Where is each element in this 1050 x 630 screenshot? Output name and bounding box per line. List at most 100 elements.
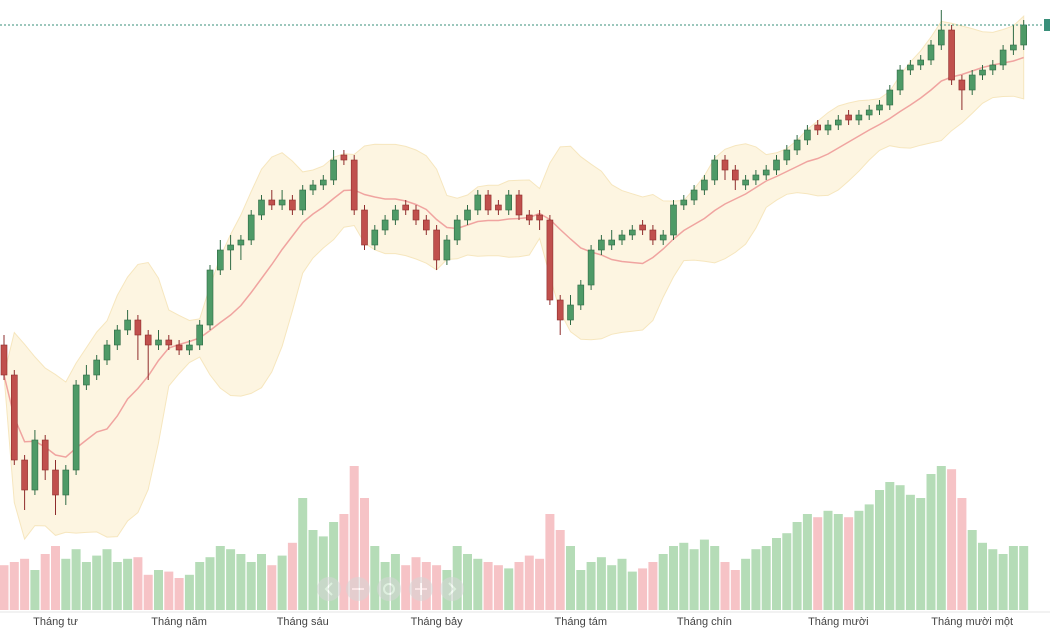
- candle-body: [103, 344, 111, 361]
- candle-body: [1010, 44, 1017, 51]
- candle-body: [536, 214, 543, 221]
- candle-body: [968, 74, 976, 91]
- volume-bar: [493, 565, 503, 610]
- volume-bar: [802, 514, 812, 610]
- x-tick-label: Tháng mười một: [931, 616, 1013, 628]
- candle-body: [83, 374, 90, 386]
- candle-body: [433, 229, 440, 261]
- volume-bar: [658, 554, 668, 610]
- volume-bar: [555, 530, 565, 610]
- candle-body: [361, 209, 368, 246]
- candle-body: [505, 194, 513, 211]
- candle-body: [948, 29, 955, 81]
- volume-bar: [370, 546, 380, 610]
- volume-bar: [257, 554, 266, 610]
- candle-body: [289, 199, 296, 211]
- volume-bar: [298, 498, 308, 610]
- x-tick-label: Tháng tư: [33, 616, 78, 628]
- candle-body: [330, 159, 337, 181]
- band-layer: [3, 15, 1025, 541]
- candle-body: [453, 219, 461, 241]
- volume-bar: [761, 546, 771, 610]
- volume-layer: [0, 466, 1029, 610]
- volume-bar: [710, 546, 720, 610]
- candle-body: [865, 109, 873, 116]
- candle-body: [711, 159, 719, 181]
- volume-bar: [20, 558, 30, 610]
- nav-right[interactable]: [440, 577, 464, 601]
- candle-body: [958, 79, 966, 91]
- volume-bar: [267, 565, 277, 610]
- volume-bar: [360, 498, 369, 610]
- candle-body: [649, 229, 657, 241]
- candle-body: [546, 219, 554, 301]
- candle-body: [979, 69, 986, 76]
- candle-body: [927, 44, 935, 61]
- volume-bar: [607, 565, 617, 610]
- candle-body: [525, 214, 533, 221]
- candle-body: [21, 459, 28, 491]
- candle-body: [124, 319, 131, 331]
- x-tick-label: Tháng sáu: [277, 616, 329, 628]
- volume-bar: [772, 538, 781, 610]
- candle-body: [680, 199, 688, 206]
- candle-body: [422, 219, 430, 231]
- volume-bar: [535, 558, 545, 610]
- candle-body: [917, 59, 925, 66]
- candle-body: [701, 179, 708, 191]
- nav-left[interactable]: [317, 577, 341, 601]
- x-tick-label: Tháng bảy: [411, 616, 463, 628]
- candle-body: [845, 114, 852, 121]
- candle-body: [659, 234, 667, 241]
- candle-body: [814, 124, 822, 131]
- candle-body: [175, 344, 183, 351]
- nav-zoom-in[interactable]: [409, 577, 433, 601]
- candle-body: [907, 64, 914, 71]
- volume-bar: [792, 522, 802, 610]
- candle-body: [237, 239, 245, 246]
- candle-body: [31, 439, 39, 491]
- volume-bar: [504, 568, 514, 610]
- volume-bar: [154, 570, 163, 610]
- volume-bar: [524, 555, 534, 610]
- volume-bar: [463, 554, 472, 610]
- candle-body: [340, 154, 348, 161]
- volume-bar: [905, 494, 915, 610]
- nav-zoom-out[interactable]: [346, 577, 370, 601]
- volume-bar: [318, 536, 328, 610]
- volume-bar: [0, 565, 9, 610]
- candle-body: [742, 179, 749, 186]
- candle-body: [381, 219, 389, 231]
- volume-bar: [51, 546, 60, 610]
- candle-body: [752, 174, 760, 181]
- candle-body: [567, 304, 574, 321]
- volume-bar: [92, 555, 102, 610]
- volume-bar: [184, 574, 194, 610]
- volume-bar: [143, 574, 153, 610]
- volume-bar: [545, 514, 555, 610]
- volume-bar: [226, 549, 236, 610]
- volume-bar: [287, 542, 297, 610]
- candle-body: [1020, 24, 1028, 46]
- volume-bar: [329, 522, 339, 610]
- candle-body: [268, 199, 276, 206]
- candle-body: [824, 124, 832, 131]
- volume-bar: [452, 546, 462, 610]
- candle-body: [41, 439, 49, 471]
- nav-reset[interactable]: [377, 577, 401, 601]
- candle-body: [134, 319, 142, 336]
- candle-body: [247, 214, 255, 241]
- volume-bar: [679, 542, 689, 610]
- volume-bar: [854, 510, 864, 610]
- volume-bar: [823, 510, 833, 610]
- volume-bar: [1008, 546, 1018, 610]
- candle-body: [11, 374, 18, 461]
- candle-body: [0, 344, 8, 376]
- candle-body: [93, 359, 100, 376]
- volume-bar: [195, 562, 205, 610]
- volume-bar: [133, 557, 143, 610]
- candle-body: [309, 184, 317, 191]
- candle-body: [62, 469, 70, 496]
- candle-body: [670, 204, 677, 236]
